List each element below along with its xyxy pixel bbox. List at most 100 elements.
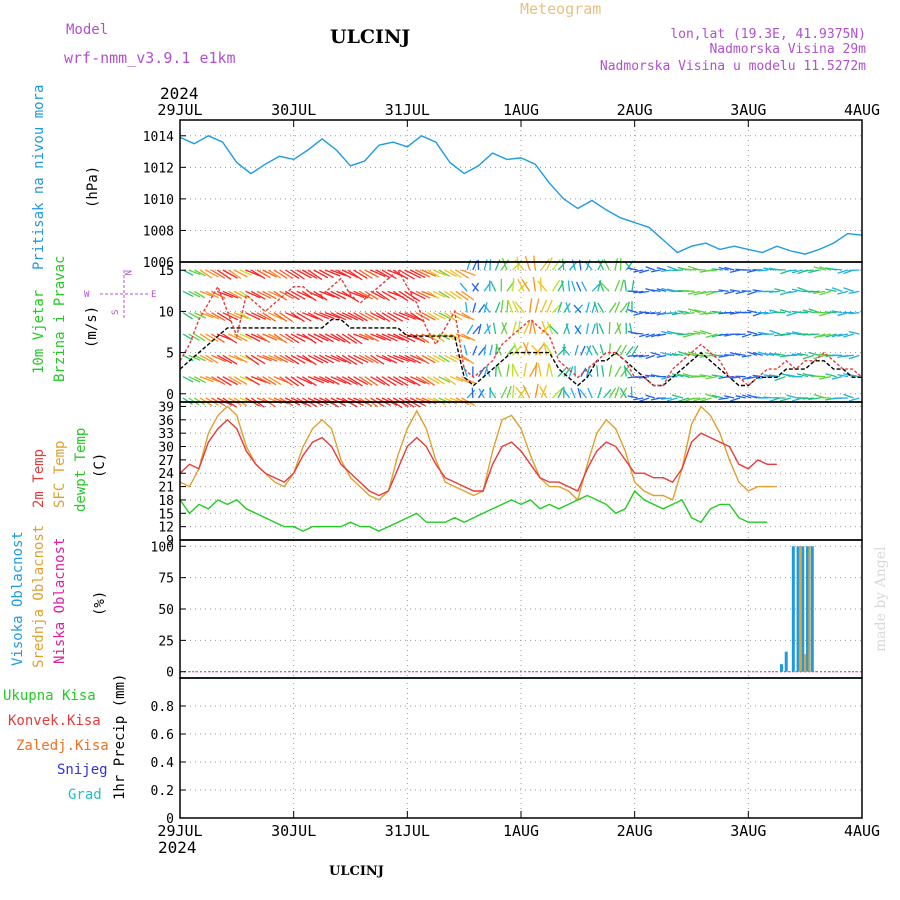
wind-barb <box>290 333 306 343</box>
wind-barb <box>768 290 780 293</box>
wind-barb <box>427 312 440 321</box>
wind-barb <box>455 376 470 384</box>
wind-barb <box>843 372 854 378</box>
wind-barb <box>500 300 504 313</box>
wind-barb <box>591 323 596 335</box>
wind-barb <box>585 302 590 313</box>
wind-barb <box>633 312 644 316</box>
wind-barb <box>693 268 706 271</box>
wind-barb <box>551 388 563 399</box>
wind-compass: N W E S <box>84 270 156 318</box>
wind-barb <box>843 333 854 338</box>
wind-barb <box>336 269 352 279</box>
wind-barb <box>802 397 814 400</box>
wind-barb <box>216 312 232 322</box>
wind-barb <box>273 269 288 279</box>
wind-barb <box>211 333 225 343</box>
year-top: 2024 <box>160 84 199 103</box>
wind-barb <box>671 312 684 316</box>
wind-barb <box>746 376 758 380</box>
wind-barb <box>336 312 353 321</box>
wind-barb <box>614 365 622 377</box>
wind-barb <box>398 312 416 320</box>
wind-barb <box>797 286 809 292</box>
wind-barb <box>421 354 436 364</box>
wind-barb <box>682 289 695 292</box>
meteogram-heading: Meteogram <box>520 0 601 18</box>
wind-barb <box>427 333 440 343</box>
wind-barb <box>387 354 404 363</box>
wind-barb <box>319 312 335 320</box>
wind-barb <box>574 304 584 314</box>
wind-barb <box>387 333 405 341</box>
wind-barb <box>501 322 508 335</box>
wind-barb <box>324 333 340 342</box>
wind-barb <box>638 311 650 314</box>
wind-barb <box>544 343 553 356</box>
wind-barb <box>501 257 508 271</box>
wind-barb <box>211 312 226 322</box>
wind-barb <box>741 376 752 381</box>
mid-cloud-bar <box>804 654 807 672</box>
wind-barb <box>633 354 644 358</box>
wind-barb <box>586 345 593 356</box>
wind-barb <box>461 333 476 342</box>
wind-ytick-label: 15 <box>158 264 174 279</box>
x-date-label-bottom: 2AUG <box>617 822 653 840</box>
wind-barb <box>780 372 792 378</box>
wind-barb <box>464 301 468 313</box>
wind-barb <box>639 333 650 338</box>
wind-barb <box>239 376 253 382</box>
wind-barb <box>494 365 497 377</box>
wind-barb <box>515 386 525 399</box>
wind-barb <box>786 312 797 317</box>
wind-barb <box>666 353 678 356</box>
pressure-line <box>179 134 863 255</box>
wind-barb <box>831 287 843 292</box>
legend-conv-rain: Konvek.Kisa <box>8 713 101 729</box>
wind-barb <box>364 333 380 342</box>
wind-barb <box>808 290 820 293</box>
wind-barb <box>444 397 458 405</box>
wind-barb <box>580 345 586 356</box>
wind-barb <box>496 364 502 377</box>
wind-barb <box>250 354 266 365</box>
wind-barb <box>324 354 341 363</box>
dewpoint-line <box>179 489 768 532</box>
wind-barb <box>296 376 313 385</box>
wind-barb <box>693 397 707 402</box>
wind-barb <box>608 387 617 399</box>
wind-barb <box>381 290 397 301</box>
wind-barb <box>267 269 282 279</box>
wind-barb <box>608 321 611 335</box>
compass-e: E <box>151 290 156 300</box>
wind-barb <box>718 397 729 401</box>
wind-barb <box>216 376 232 386</box>
credit-text: made by Angel <box>873 546 889 652</box>
wind-barb <box>427 290 440 300</box>
wind-barb <box>757 351 769 356</box>
wind-barb <box>432 354 446 363</box>
wind-barb <box>693 309 707 314</box>
wind-barb <box>537 362 542 377</box>
wind-barb <box>279 376 293 386</box>
wind-barb <box>524 256 531 271</box>
wind-barb <box>284 376 299 387</box>
temperature-ytick-label: 21 <box>158 481 174 496</box>
wind-barb <box>438 354 450 363</box>
wind-barb <box>660 397 672 400</box>
wind-barb <box>393 312 410 321</box>
wind-barb <box>455 312 470 319</box>
wind-barb <box>296 290 313 299</box>
wind-barb <box>813 266 826 271</box>
wind-barb <box>645 333 655 338</box>
wind-barb <box>711 354 723 357</box>
wind-barb <box>596 365 599 377</box>
wind-barb <box>415 269 431 278</box>
wind-barb <box>633 269 644 273</box>
wind-barb <box>711 268 723 271</box>
wind-barb <box>769 329 780 335</box>
wind-barb <box>581 281 588 292</box>
wind-barb <box>313 354 329 364</box>
clouds-ytick-label: 75 <box>158 572 174 587</box>
